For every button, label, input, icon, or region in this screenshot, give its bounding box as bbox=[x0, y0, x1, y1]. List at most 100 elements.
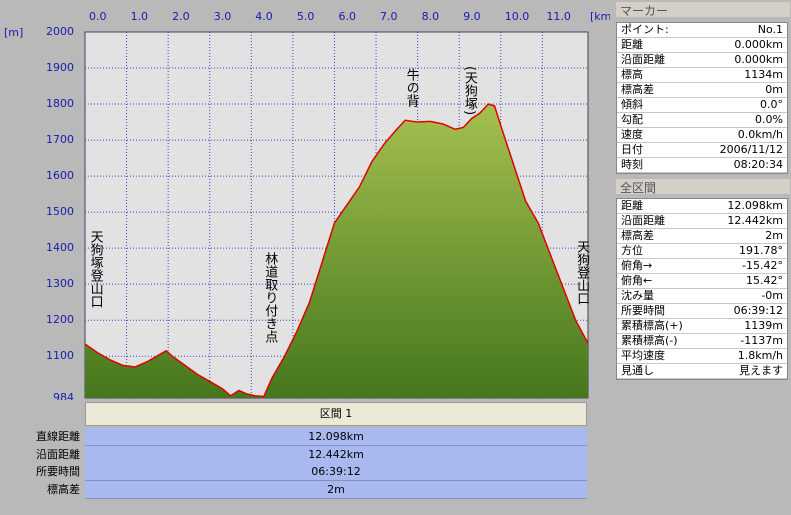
annotation: 牛の背 bbox=[404, 68, 420, 107]
info-label: 沈み量 bbox=[621, 289, 654, 302]
info-label: 累積標高(-) bbox=[621, 334, 678, 347]
section-value: 12.442km bbox=[85, 445, 587, 464]
x-unit: [km] bbox=[590, 10, 610, 23]
info-label: ポイント: bbox=[621, 23, 669, 36]
info-row: 標高差 0m bbox=[617, 83, 787, 98]
section-value: 2m bbox=[85, 480, 587, 499]
y-tick-label: 1200 bbox=[46, 313, 74, 326]
info-row: 標高 1134m bbox=[617, 68, 787, 83]
info-label: 勾配 bbox=[621, 113, 643, 126]
y-tick-label: 1700 bbox=[46, 133, 74, 146]
x-tick-label: 6.0 bbox=[338, 10, 356, 23]
x-tick-label: 3.0 bbox=[214, 10, 232, 23]
annotation: 林道取り付き点 bbox=[262, 252, 278, 343]
info-value: 0.0% bbox=[755, 113, 783, 126]
info-row: 距離 0.000km bbox=[617, 38, 787, 53]
x-tick-label: 2.0 bbox=[172, 10, 190, 23]
section-value: 06:39:12 bbox=[85, 463, 587, 481]
info-label: 距離 bbox=[621, 38, 643, 51]
section-label: 直線距離 bbox=[36, 430, 80, 443]
x-tick-label: 7.0 bbox=[380, 10, 398, 23]
y-tick-label: 1300 bbox=[46, 277, 74, 290]
info-row: 累積標高(-) -1137m bbox=[617, 334, 787, 349]
y-tick-label: 984 bbox=[53, 391, 74, 400]
section-value: 12.098km bbox=[85, 428, 587, 446]
info-value: -0m bbox=[761, 289, 783, 302]
info-row: 俯角→ -15.42° bbox=[617, 259, 787, 274]
info-row: 沿面距離 0.000km bbox=[617, 53, 787, 68]
info-label: 俯角← bbox=[621, 274, 653, 287]
marker-panel: ポイント: No.1 距離 0.000km 沿面距離 0.000km 標高 1134m 標高差 0… bbox=[616, 22, 788, 174]
x-tick-label: 0.0 bbox=[89, 10, 107, 23]
info-row: 見通し 見えます bbox=[617, 364, 787, 379]
info-value: 見えます bbox=[739, 364, 783, 377]
x-tick-label: 5.0 bbox=[297, 10, 315, 23]
info-value: 1.8km/h bbox=[737, 349, 783, 362]
info-label: 平均速度 bbox=[621, 349, 665, 362]
annotation: 天狗塚登山口 bbox=[88, 230, 104, 308]
section-header: 区間 1 bbox=[85, 402, 587, 426]
info-row: 方位 191.78° bbox=[617, 244, 787, 259]
x-tick-label: 11.0 bbox=[546, 10, 571, 23]
annotation: (天狗塚) bbox=[462, 66, 478, 115]
info-value: 0.000km bbox=[734, 38, 783, 51]
info-row: 勾配 0.0% bbox=[617, 113, 787, 128]
info-label: 累積標高(+) bbox=[621, 319, 683, 332]
x-tick-label: 10.0 bbox=[505, 10, 530, 23]
info-value: 12.098km bbox=[727, 199, 783, 212]
info-row: ポイント: No.1 bbox=[617, 23, 787, 38]
y-tick-label: 2000 bbox=[46, 25, 74, 38]
info-label: 沿面距離 bbox=[621, 53, 665, 66]
info-value: 2006/11/12 bbox=[719, 143, 783, 156]
info-row: 速度 0.0km/h bbox=[617, 128, 787, 143]
total-title: 全区間 bbox=[616, 179, 790, 195]
info-label: 標高差 bbox=[621, 229, 654, 242]
info-row: 距離 12.098km bbox=[617, 199, 787, 214]
x-tick-label: 9.0 bbox=[463, 10, 481, 23]
annotation: 天狗登山口 bbox=[574, 240, 590, 305]
info-label: 標高 bbox=[621, 68, 643, 81]
y-tick-label: 1600 bbox=[46, 169, 74, 182]
info-value: 15.42° bbox=[746, 274, 783, 287]
info-row: 所要時間 06:39:12 bbox=[617, 304, 787, 319]
info-label: 見通し bbox=[621, 364, 654, 377]
info-value: 12.442km bbox=[727, 214, 783, 227]
info-value: 0.0km/h bbox=[737, 128, 783, 141]
info-label: 速度 bbox=[621, 128, 643, 141]
info-value: -1137m bbox=[740, 334, 783, 347]
total-panel: 距離 12.098km 沿面距離 12.442km 標高差 2m 方位 191.78° 俯角→ -… bbox=[616, 198, 788, 380]
y-tick-label: 1400 bbox=[46, 241, 74, 254]
info-row: 平均速度 1.8km/h bbox=[617, 349, 787, 364]
info-label: 俯角→ bbox=[621, 259, 653, 272]
info-value: 08:20:34 bbox=[733, 158, 783, 171]
section-label: 標高差 bbox=[47, 482, 80, 496]
y-unit: [m] bbox=[4, 26, 23, 39]
info-label: 時刻 bbox=[621, 158, 643, 171]
x-tick-label: 8.0 bbox=[422, 10, 440, 23]
info-value: No.1 bbox=[757, 23, 783, 36]
info-value: 0.000km bbox=[734, 53, 783, 66]
section-label: 沿面距離 bbox=[36, 447, 80, 461]
info-row: 日付 2006/11/12 bbox=[617, 143, 787, 158]
info-row: 沈み量 -0m bbox=[617, 289, 787, 304]
info-label: 標高差 bbox=[621, 83, 654, 96]
info-row: 俯角← 15.42° bbox=[617, 274, 787, 289]
y-tick-label: 1900 bbox=[46, 61, 74, 74]
info-label: 方位 bbox=[621, 244, 643, 257]
info-value: 06:39:12 bbox=[733, 304, 783, 317]
info-row: 傾斜 0.0° bbox=[617, 98, 787, 113]
info-row: 沿面距離 12.442km bbox=[617, 214, 787, 229]
info-label: 傾斜 bbox=[621, 98, 643, 111]
info-row: 時刻 08:20:34 bbox=[617, 158, 787, 173]
chart: [m] [km] 0.0 1.0 2.0 3.0 4.0 5.0 6.0 7.0 8.0 9.0 1… bbox=[4, 10, 610, 400]
info-value: 1139m bbox=[744, 319, 783, 332]
elevation-line bbox=[84, 103, 589, 398]
info-label: 距離 bbox=[621, 199, 643, 212]
info-value: 1134m bbox=[744, 68, 783, 81]
info-row: 累積標高(+) 1139m bbox=[617, 319, 787, 334]
info-value: 191.78° bbox=[739, 244, 783, 257]
y-tick-label: 1100 bbox=[46, 349, 74, 362]
y-tick-label: 1500 bbox=[46, 205, 74, 218]
x-tick-label: 4.0 bbox=[255, 10, 272, 23]
